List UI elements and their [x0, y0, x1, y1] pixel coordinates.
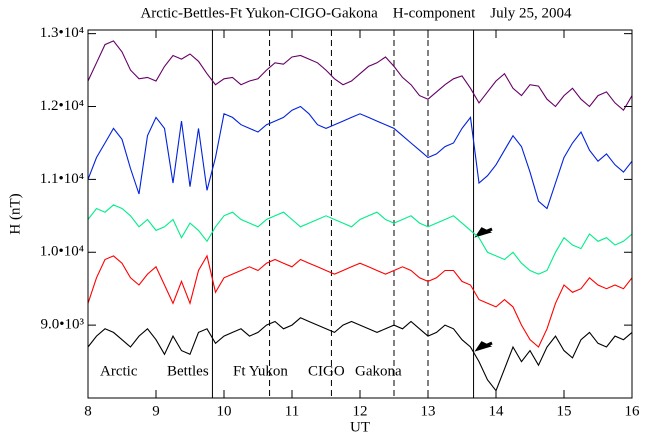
x-tick-label: 15 [557, 403, 572, 419]
arrow [474, 341, 493, 352]
y-tick-label: 9.0•10³ [41, 317, 85, 333]
y-tick-label: 1.1•10⁴ [40, 171, 84, 187]
y-axis-label: H (nT) [7, 193, 23, 234]
series-line [87, 204, 633, 275]
y-tick-label: 1.3•10⁴ [40, 25, 84, 41]
chart-title: Arctic-Bettles-Ft Yukon-CIGO-Gakona H-co… [140, 5, 572, 21]
x-tick-label: 9 [152, 403, 160, 419]
x-tick-label: 11 [285, 403, 299, 419]
x-tick-label: 13 [421, 403, 436, 419]
y-tick-label: 1.0•10⁴ [40, 244, 84, 260]
legend-label: Ft Yukon [233, 363, 288, 379]
legend-label: Gakona [355, 363, 402, 379]
x-tick-label: 14 [489, 403, 505, 419]
legend-label: Bettles [167, 363, 209, 379]
x-axis-label: UT [350, 419, 370, 435]
y-tick-label: 1.2•10⁴ [40, 98, 84, 114]
series-line [87, 254, 633, 348]
x-tick-label: 16 [625, 403, 641, 419]
arrow [474, 227, 493, 238]
legend-label: CIGO [308, 363, 345, 379]
x-tick-label: 12 [353, 403, 368, 419]
legend-label: Arctic [100, 363, 138, 379]
x-tick-label: 10 [217, 403, 232, 419]
x-tick-label: 8 [84, 403, 92, 419]
series-line [87, 40, 633, 112]
series-line [87, 317, 633, 392]
series-line [87, 105, 633, 210]
